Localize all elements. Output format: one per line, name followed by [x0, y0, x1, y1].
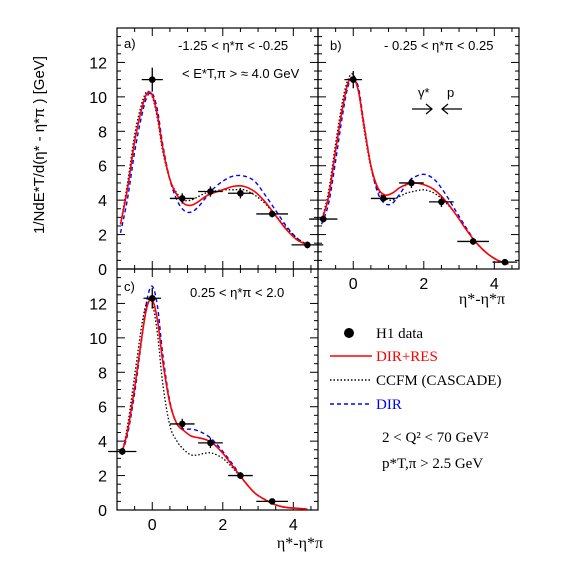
panel-b-x-axis-label: η*-η*π — [459, 291, 505, 308]
c-ytick-label: 2 — [98, 469, 107, 486]
c-data-point — [169, 418, 195, 430]
panel-a-cut1: -1.25 < η*π < -0.25 — [178, 38, 288, 53]
panel-c: c) 0.25 < η*π < 2.0 0 2 4 6 8 10 12 0 2 4 η*-η*π — [89, 268, 323, 552]
b-curve-dir-res — [320, 76, 509, 265]
c-data-point — [108, 448, 137, 455]
y-axis-label: 1/NdE*T/d(η* - η*π ) [GeV] — [31, 56, 48, 234]
a-ytick-label: 0 — [98, 262, 107, 279]
panel-b-gamma-label: γ* — [418, 85, 430, 100]
a-ytick-label: 2 — [98, 228, 107, 245]
b-xtick-label: 2 — [419, 276, 428, 293]
c-ytick-label: 10 — [89, 331, 107, 348]
a-data-point — [141, 67, 163, 92]
panel-b-proton-label: p — [447, 85, 454, 100]
c-data-point — [198, 437, 223, 449]
panel-b-data — [309, 71, 518, 266]
c-curve-ccfm-cascade- — [121, 298, 308, 510]
panel-b-beam-arrows — [412, 103, 462, 115]
a-ytick-label: 8 — [98, 124, 107, 141]
a-ytick-label: 10 — [89, 90, 107, 107]
panel-c-label: c) — [124, 279, 135, 294]
panel-c-ticks: 0 2 4 6 8 10 12 0 2 4 — [89, 268, 318, 534]
b-data-point — [429, 196, 454, 208]
b-data-point — [344, 71, 363, 89]
b-xtick-label: 0 — [349, 276, 358, 293]
c-xtick-label: 4 — [289, 517, 298, 534]
c-curve-dir-res — [121, 298, 308, 510]
c-curve-dir — [121, 285, 308, 510]
c-data-point — [143, 287, 162, 309]
c-xtick-label: 2 — [218, 517, 227, 534]
legend-label-h1: H1 data — [376, 326, 423, 342]
c-data-point — [228, 472, 253, 480]
b-data-point — [399, 177, 424, 189]
b-curve-ccfm-cascade- — [320, 73, 509, 265]
b-xtick-label: 4 — [490, 276, 499, 293]
legend-marker-h1 — [344, 328, 354, 338]
panel-a-y-ticks: 0 2 4 6 8 10 12 — [89, 27, 318, 279]
legend-cut-pt: p*T,π > 2.5 GeV — [382, 456, 483, 472]
c-data-point — [256, 498, 289, 505]
b-data-point — [309, 215, 338, 223]
a-curve-dir — [119, 91, 308, 246]
panel-c-cut1: 0.25 < η*π < 2.0 — [190, 285, 284, 300]
panel-a: a) -1.25 < η*π < -0.25 < E*T,π > ≈ 4.0 G… — [89, 27, 324, 279]
b-curve-dir — [320, 75, 509, 265]
b-data-point — [457, 238, 490, 245]
a-data-point — [198, 186, 223, 197]
panel-a-cut2: < E*T,π > ≈ 4.0 GeV — [182, 66, 300, 81]
a-data-point — [169, 193, 195, 204]
panel-c-data — [108, 287, 289, 505]
panel-b-cut1: - 0.25 < η*π < 0.25 — [384, 38, 493, 53]
legend-label-dir: DIR — [376, 397, 402, 413]
c-ytick-label: 4 — [98, 434, 107, 451]
panel-b-frame — [317, 27, 520, 270]
panel-a-curves — [119, 90, 308, 246]
panel-c-curves — [121, 285, 308, 510]
c-ytick-label: 6 — [98, 400, 107, 417]
c-xtick-label: 0 — [148, 517, 157, 534]
panel-c-x-axis-label: η*-η*π — [277, 535, 323, 552]
c-ytick-label: 0 — [98, 503, 107, 520]
legend-label-ccfm: CCFM (CASCADE) — [376, 373, 501, 389]
panel-b-x-ticks: 0 2 4 — [317, 27, 519, 293]
b-data-point — [370, 194, 396, 202]
a-ytick-label: 6 — [98, 159, 107, 176]
legend-cut-q2: 2 < Q² < 70 GeV² — [382, 430, 489, 446]
c-ytick-label: 8 — [98, 365, 107, 382]
a-curve-dir-res — [119, 91, 308, 246]
a-ytick-label: 4 — [98, 193, 107, 210]
a-data-point — [256, 210, 289, 218]
panel-b: b) - 0.25 < η*π < 0.25 γ* p 0 2 4 η*-η*π — [309, 27, 520, 308]
b-data-point — [492, 258, 518, 266]
a-ytick-label: 12 — [89, 55, 107, 72]
a-data-point — [228, 188, 253, 199]
legend-label-dirres: DIR+RES — [376, 349, 438, 365]
panel-a-data — [141, 67, 324, 249]
panel-a-label: a) — [124, 36, 136, 51]
panel-a-frame — [116, 27, 319, 270]
panel-b-curves — [320, 73, 509, 265]
panel-b-label: b) — [330, 38, 342, 53]
legend: H1 data DIR+RES CCFM (CASCADE) DIR 2 < Q… — [330, 326, 501, 472]
c-ytick-label: 12 — [89, 296, 107, 313]
